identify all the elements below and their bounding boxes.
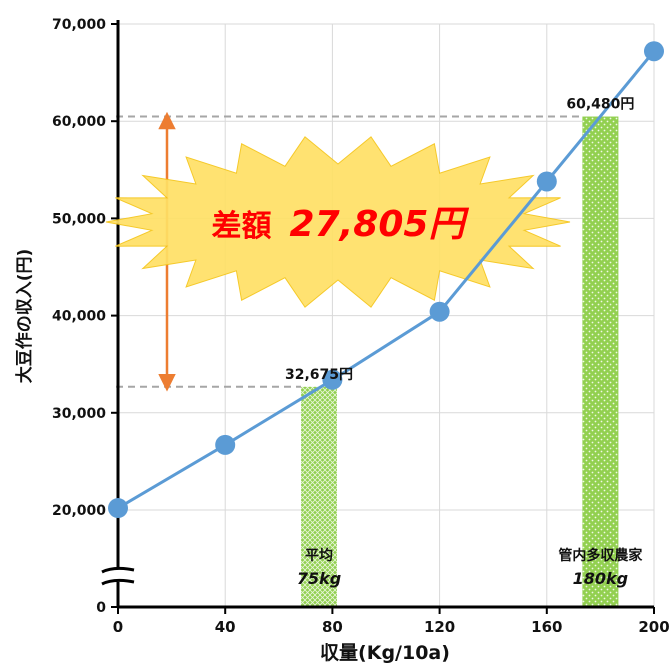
y-tick-label: 70,000 [52, 17, 106, 33]
x-tick-label: 120 [424, 618, 455, 636]
bar-yield-label: 180kg [573, 569, 629, 588]
data-point [108, 498, 128, 519]
bar-category-label: 管内多収農家 [558, 547, 643, 564]
x-tick-label: 80 [322, 618, 343, 636]
burst-shape [105, 136, 571, 308]
x-tick-label: 0 [113, 618, 123, 636]
x-tick-label: 160 [531, 618, 562, 636]
data-point [536, 171, 557, 192]
axis-break-mark [101, 578, 135, 586]
axes [101, 20, 655, 614]
bar [582, 116, 619, 608]
series-line [108, 41, 664, 519]
y-tick-label: 0 [96, 600, 106, 616]
data-point [644, 41, 664, 62]
difference-amount: 27,805円 [290, 204, 470, 245]
bar-yield-label: 75kg [297, 569, 341, 588]
y-tick-label: 60,000 [52, 114, 106, 130]
y-axis-label: 大豆作の収入(円) [14, 249, 35, 384]
difference-burst: 差額 27,805円 [105, 111, 571, 392]
bar-value-label: 32,675円 [285, 367, 353, 383]
bar [301, 386, 337, 607]
y-tick-label: 20,000 [52, 503, 106, 519]
y-tick-label: 50,000 [52, 211, 106, 227]
y-tick-label: 40,000 [52, 309, 106, 325]
series-line-path [117, 50, 656, 510]
difference-text: 差額 27,805円 [212, 204, 470, 245]
axis-break-mark [101, 566, 135, 574]
x-axis-label: 収量(Kg/10a) [320, 642, 450, 664]
difference-prefix: 差額 [212, 209, 272, 244]
data-point [322, 369, 343, 390]
x-tick-label: 200 [638, 618, 669, 636]
bar-category-label: 平均 [305, 547, 333, 564]
bar-value-label: 60,480円 [566, 97, 634, 113]
data-point [215, 434, 236, 455]
x-tick-label: 40 [215, 618, 236, 636]
data-point [429, 301, 450, 322]
reference-lines [116, 115, 583, 388]
y-tick-label: 30,000 [52, 406, 106, 422]
bars [301, 116, 619, 608]
